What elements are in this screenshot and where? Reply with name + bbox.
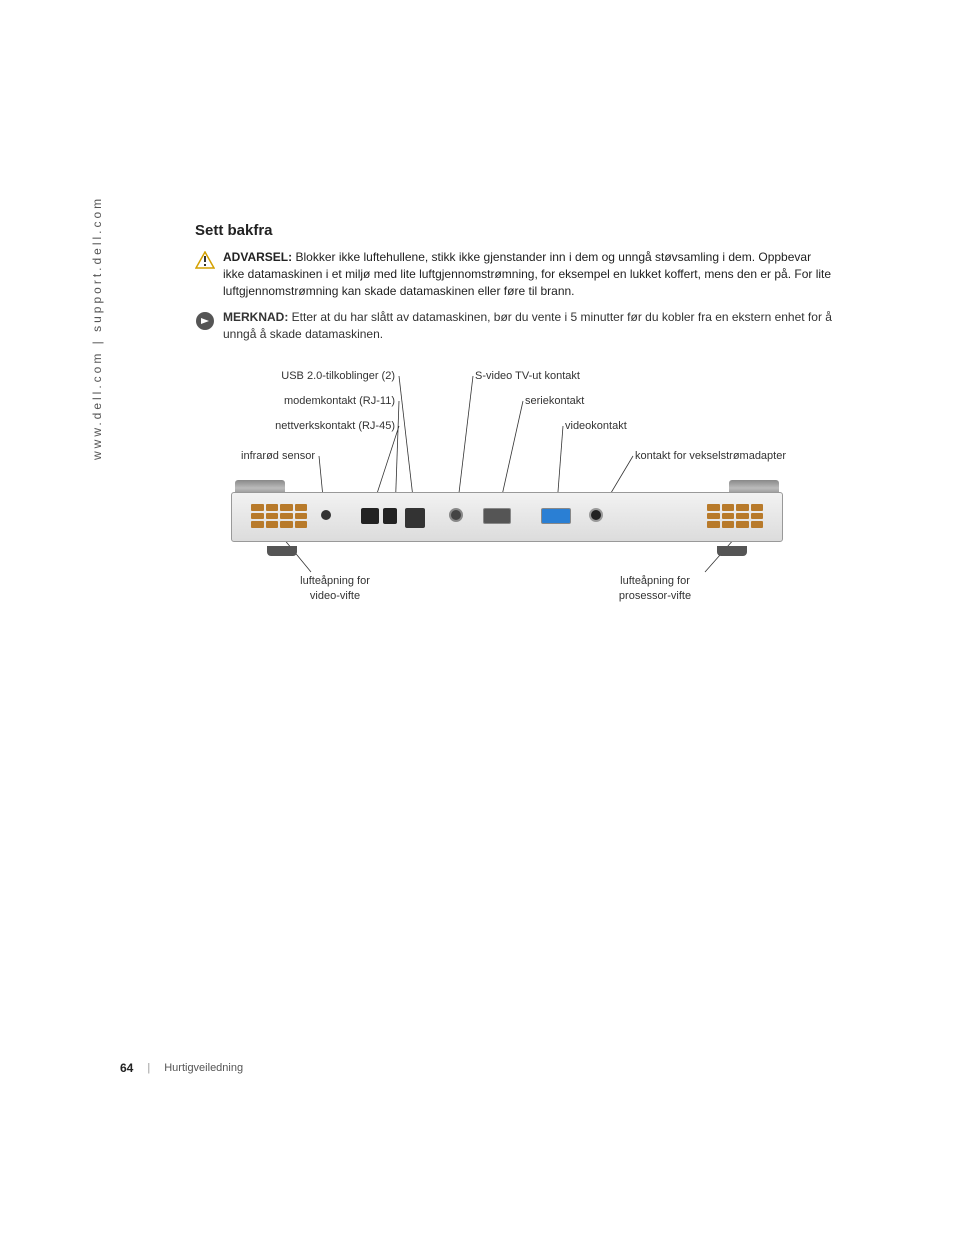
note-block: MERKNAD: Etter at du har slått av datama… bbox=[195, 309, 835, 343]
note-body: Etter at du har slått av datamaskinen, b… bbox=[223, 310, 832, 341]
page-number: 64 bbox=[120, 1061, 133, 1075]
label-network: nettverkskontakt (RJ-45) bbox=[195, 420, 395, 432]
section-heading: Sett bakfra bbox=[195, 222, 835, 239]
page-footer: 64 | Hurtigveiledning bbox=[120, 1061, 243, 1075]
port-serial-icon bbox=[483, 508, 511, 524]
label-modem: modemkontakt (RJ-11) bbox=[195, 395, 395, 407]
foot-right bbox=[717, 546, 747, 556]
footer-divider: | bbox=[147, 1062, 150, 1074]
foot-left bbox=[267, 546, 297, 556]
vent-left-icon bbox=[251, 504, 307, 528]
vent-right-icon bbox=[707, 504, 763, 528]
note-text: MERKNAD: Etter at du har slått av datama… bbox=[223, 309, 835, 343]
label-video: videokontakt bbox=[565, 420, 627, 432]
label-vent-cpu-l1: lufteåpning for bbox=[595, 575, 715, 587]
note-label: MERKNAD: bbox=[223, 310, 288, 324]
port-vga-icon bbox=[541, 508, 571, 524]
port-svideo-icon bbox=[449, 508, 463, 522]
warning-text: ADVARSEL: Blokker ikke luftehullene, sti… bbox=[223, 249, 835, 299]
warning-triangle-icon bbox=[195, 251, 215, 274]
note-circle-icon bbox=[195, 311, 215, 336]
port-infrared-icon bbox=[321, 510, 331, 520]
label-vent-video-l1: lufteåpning for bbox=[275, 575, 395, 587]
warning-label: ADVARSEL: bbox=[223, 250, 292, 264]
port-usb2-icon bbox=[405, 520, 425, 528]
laptop-rear-view bbox=[231, 480, 783, 560]
label-power: kontakt for vekselstrømadapter bbox=[635, 450, 786, 462]
warning-body: Blokker ikke luftehullene, stikk ikke gj… bbox=[223, 250, 831, 298]
footer-title: Hurtigveiledning bbox=[164, 1062, 243, 1074]
rear-view-diagram: USB 2.0-tilkoblinger (2) modemkontakt (R… bbox=[195, 360, 835, 620]
main-content: Sett bakfra ADVARSEL: Blokker ikke lufte… bbox=[195, 222, 835, 363]
port-rj11-icon bbox=[383, 508, 397, 524]
sidebar-url: www.dell.com | support.dell.com bbox=[90, 196, 104, 460]
warning-block: ADVARSEL: Blokker ikke luftehullene, sti… bbox=[195, 249, 835, 299]
label-vent-cpu-l2: prosessor-vifte bbox=[595, 590, 715, 602]
port-rj45-icon bbox=[361, 508, 379, 524]
label-ir: infrarød sensor bbox=[195, 450, 315, 462]
label-svideo: S-video TV-ut kontakt bbox=[475, 370, 580, 382]
label-vent-video-l2: video-vifte bbox=[275, 590, 395, 602]
label-serial: seriekontakt bbox=[525, 395, 584, 407]
port-power-icon bbox=[589, 508, 603, 522]
label-usb: USB 2.0-tilkoblinger (2) bbox=[195, 370, 395, 382]
